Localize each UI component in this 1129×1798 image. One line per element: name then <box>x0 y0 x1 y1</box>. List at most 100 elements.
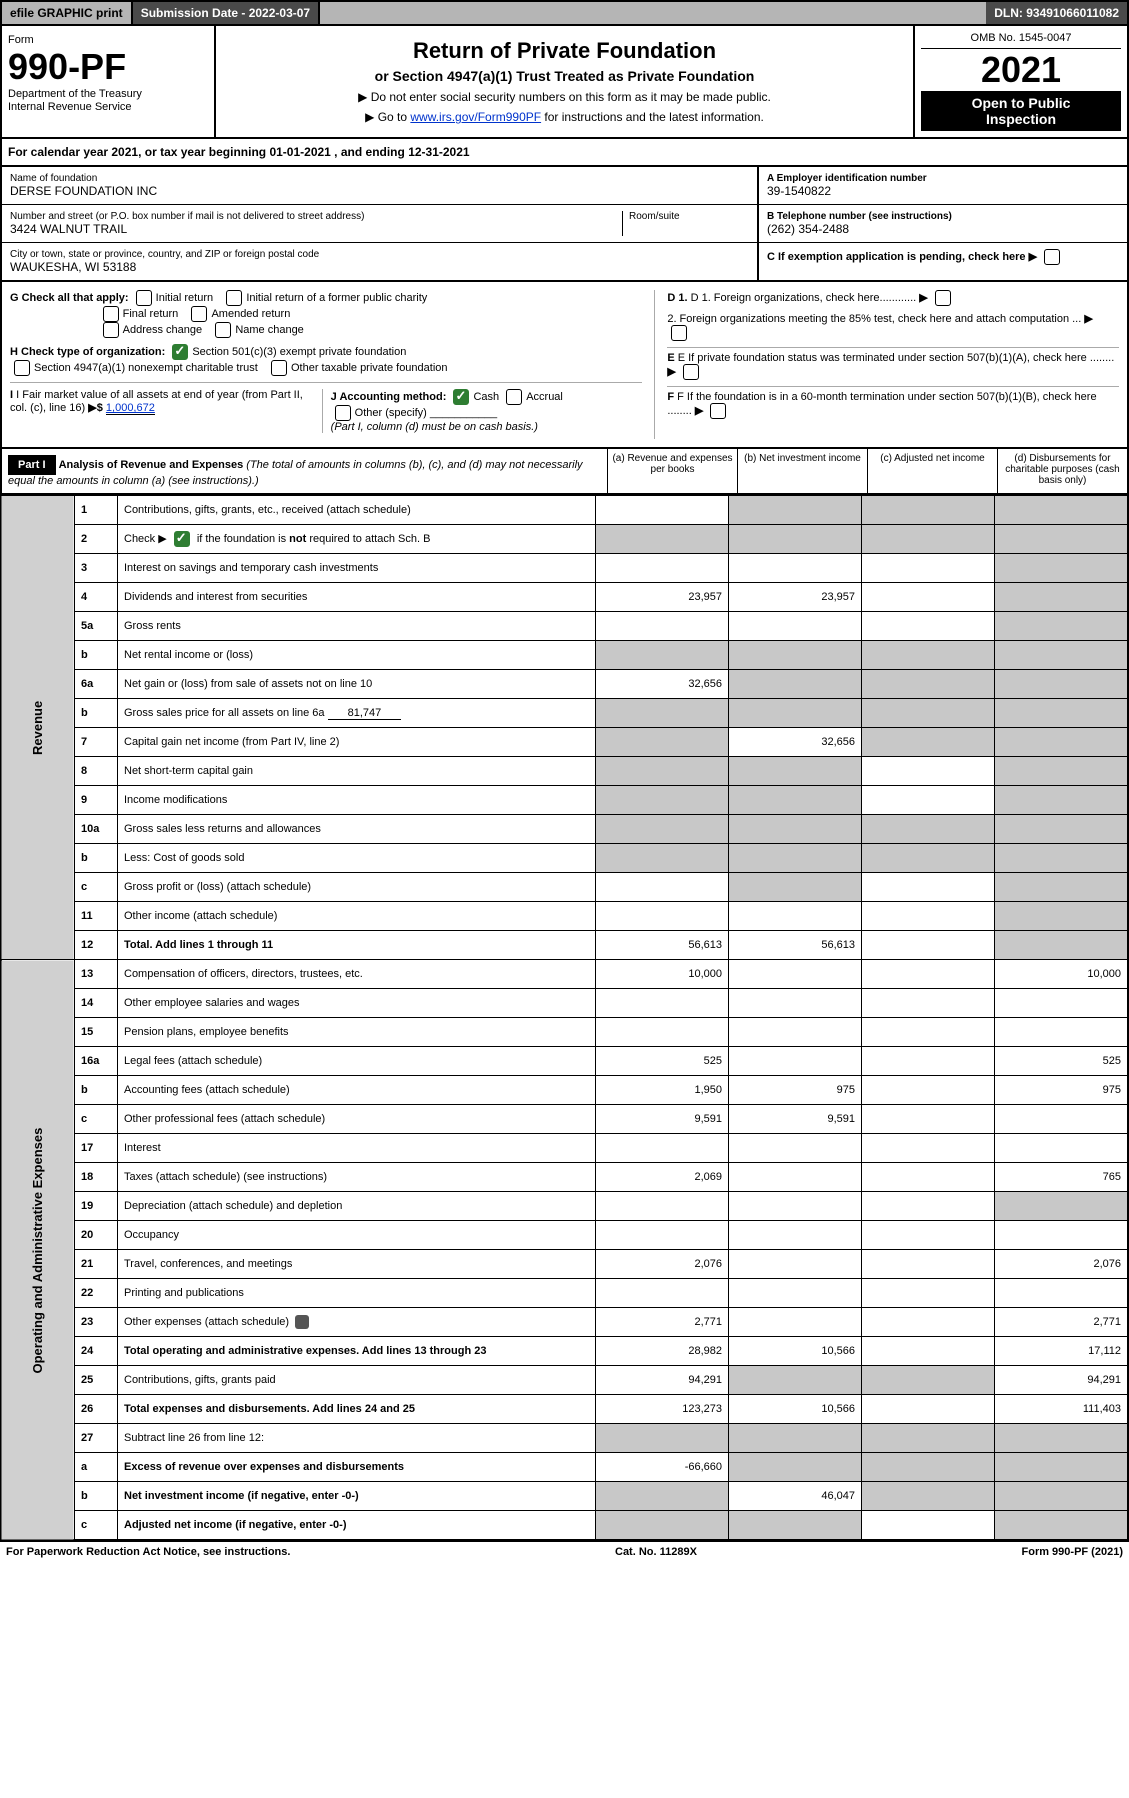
ij-row: I I Fair market value of all assets at e… <box>10 382 642 433</box>
line-description: Subtract line 26 from line 12: <box>118 1424 596 1453</box>
amount-cell <box>729 1250 862 1279</box>
line-number: 24 <box>75 1337 118 1366</box>
checkbox-other-taxable[interactable] <box>271 360 287 376</box>
checkbox-cash[interactable] <box>453 389 469 405</box>
form-title: Return of Private Foundation <box>224 38 905 64</box>
table-row: 10aGross sales less returns and allowanc… <box>1 815 1128 844</box>
line-number: 4 <box>75 583 118 612</box>
amount-cell <box>729 1366 862 1395</box>
amount-cell: 23,957 <box>729 583 862 612</box>
efile-label[interactable]: efile GRAPHIC print <box>2 2 133 24</box>
amount-cell: 123,273 <box>596 1395 729 1424</box>
d1-row: D 1. D 1. Foreign organizations, check h… <box>667 290 1119 306</box>
table-row: cAdjusted net income (if negative, enter… <box>1 1511 1128 1541</box>
table-row: 2Check ▶ if the foundation is not requir… <box>1 525 1128 554</box>
amount-cell <box>596 815 729 844</box>
page-footer: For Paperwork Reduction Act Notice, see … <box>0 1541 1129 1562</box>
amount-cell <box>596 1424 729 1453</box>
amount-cell <box>729 1308 862 1337</box>
table-row: 26Total expenses and disbursements. Add … <box>1 1395 1128 1424</box>
line-description: Net short-term capital gain <box>118 757 596 786</box>
table-row: 6aNet gain or (loss) from sale of assets… <box>1 670 1128 699</box>
checkbox-c[interactable] <box>1044 249 1060 265</box>
checkbox-other-method[interactable] <box>335 405 351 421</box>
form-number: 990-PF <box>8 46 208 88</box>
checkbox-amended[interactable] <box>191 306 207 322</box>
amount-cell <box>729 1221 862 1250</box>
checkbox-e[interactable] <box>683 364 699 380</box>
table-row: 21Travel, conferences, and meetings2,076… <box>1 1250 1128 1279</box>
amount-cell: 10,000 <box>995 960 1129 989</box>
amount-cell <box>729 525 862 554</box>
section-label: Operating and Administrative Expenses <box>1 960 75 1541</box>
amount-cell <box>596 873 729 902</box>
checkbox-schb[interactable] <box>174 531 190 547</box>
amount-cell <box>862 496 995 525</box>
room-label: Room/suite <box>629 211 749 222</box>
line-number: 21 <box>75 1250 118 1279</box>
line-description: Check ▶ if the foundation is not require… <box>118 525 596 554</box>
irs-link[interactable]: www.irs.gov/Form990PF <box>410 110 541 124</box>
line-number: 27 <box>75 1424 118 1453</box>
amount-cell <box>995 1221 1129 1250</box>
checkbox-accrual[interactable] <box>506 389 522 405</box>
note-ssn: ▶ Do not enter social security numbers o… <box>224 90 905 104</box>
amount-cell <box>862 670 995 699</box>
amount-cell <box>729 1018 862 1047</box>
table-row: 14Other employee salaries and wages <box>1 989 1128 1018</box>
line-number: b <box>75 641 118 670</box>
line-description: Pension plans, employee benefits <box>118 1018 596 1047</box>
amount-cell <box>995 670 1129 699</box>
table-row: 17Interest <box>1 1134 1128 1163</box>
checkbox-d1[interactable] <box>935 290 951 306</box>
amount-cell: 2,076 <box>995 1250 1129 1279</box>
amount-cell <box>862 1453 995 1482</box>
checkbox-4947a1[interactable] <box>14 360 30 376</box>
amount-cell <box>862 1482 995 1511</box>
amount-cell: 10,000 <box>596 960 729 989</box>
year-begin: 01-01-2021 <box>269 145 330 159</box>
phone: (262) 354-2488 <box>767 222 849 236</box>
amount-cell <box>862 786 995 815</box>
checkbox-initial-return[interactable] <box>136 290 152 306</box>
table-row: bLess: Cost of goods sold <box>1 844 1128 873</box>
amount-cell <box>729 1047 862 1076</box>
checkbox-501c3[interactable] <box>172 344 188 360</box>
line-number: b <box>75 1076 118 1105</box>
table-row: 16aLegal fees (attach schedule)525525 <box>1 1047 1128 1076</box>
checkbox-f[interactable] <box>710 403 726 419</box>
footer-mid: Cat. No. 11289X <box>615 1546 697 1558</box>
table-row: 4Dividends and interest from securities2… <box>1 583 1128 612</box>
line-number: b <box>75 844 118 873</box>
checkbox-initial-former[interactable] <box>226 290 242 306</box>
dln-label: DLN: 93491066011082 <box>986 2 1127 24</box>
amount-cell <box>995 1453 1129 1482</box>
amount-cell <box>596 757 729 786</box>
line-number: 6a <box>75 670 118 699</box>
col-a-header: (a) Revenue and expenses per books <box>607 449 737 493</box>
checkbox-d2[interactable] <box>671 325 687 341</box>
line-number: 8 <box>75 757 118 786</box>
line-number: b <box>75 1482 118 1511</box>
footer-right: Form 990-PF (2021) <box>1022 1546 1123 1558</box>
checkbox-name-change[interactable] <box>215 322 231 338</box>
attachment-icon[interactable] <box>295 1315 309 1329</box>
amount-cell <box>729 757 862 786</box>
table-row: 15Pension plans, employee benefits <box>1 1018 1128 1047</box>
amount-cell <box>729 1134 862 1163</box>
table-row: aExcess of revenue over expenses and dis… <box>1 1453 1128 1482</box>
amount-cell <box>596 1221 729 1250</box>
amount-cell <box>995 554 1129 583</box>
fmv-value[interactable]: 1,000,672 <box>106 402 155 415</box>
line-description: Total expenses and disbursements. Add li… <box>118 1395 596 1424</box>
h-row: H Check type of organization: Section 50… <box>10 344 642 376</box>
amount-cell: 17,112 <box>995 1337 1129 1366</box>
checkbox-final-return[interactable] <box>103 306 119 322</box>
amount-cell <box>995 1482 1129 1511</box>
checkbox-address-change[interactable] <box>103 322 119 338</box>
calendar-year-row: For calendar year 2021, or tax year begi… <box>0 139 1129 167</box>
amount-cell <box>862 1076 995 1105</box>
amount-cell <box>995 1279 1129 1308</box>
address-row: Number and street (or P.O. box number if… <box>2 205 757 243</box>
line-description: Printing and publications <box>118 1279 596 1308</box>
